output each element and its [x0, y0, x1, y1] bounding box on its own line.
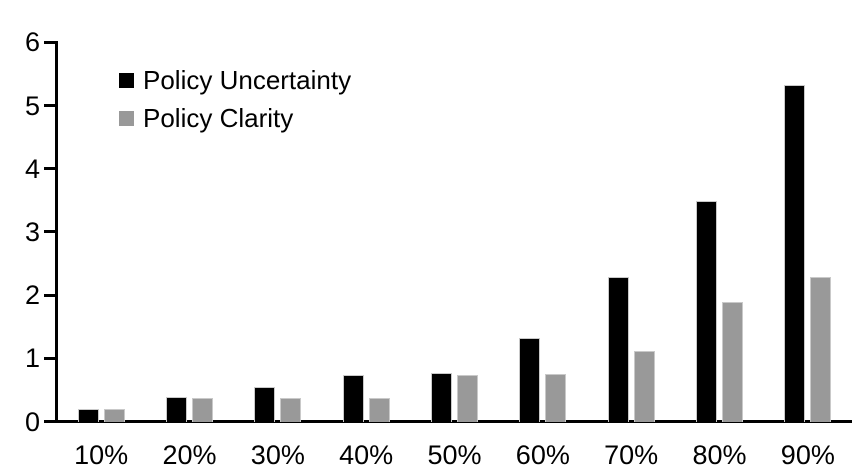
legend-swatch — [119, 111, 134, 126]
x-axis-tick-label: 30% — [250, 440, 305, 470]
y-axis-tick-label: 6 — [24, 27, 40, 58]
bar-policy-clarity-40% — [368, 397, 390, 422]
legend-swatch — [119, 73, 134, 88]
bar-policy-uncertainty-80% — [696, 200, 717, 422]
bar-policy-clarity-80% — [722, 301, 743, 422]
bar-policy-clarity-30% — [280, 397, 302, 422]
bar-policy-clarity-20% — [192, 397, 213, 422]
y-axis-tick-label: 5 — [24, 90, 40, 121]
bar-policy-uncertainty-70% — [607, 276, 629, 422]
bar-policy-uncertainty-10% — [77, 408, 99, 422]
y-axis-tick-label: 2 — [24, 280, 40, 311]
y-axis-tick — [44, 167, 57, 171]
y-axis-tick — [44, 40, 57, 44]
y-axis-tick-label: 1 — [24, 343, 40, 374]
legend-label: Policy Clarity — [143, 103, 294, 133]
y-axis-tick — [44, 230, 57, 234]
x-axis-tick-label: 10% — [74, 440, 129, 470]
bar-policy-uncertainty-40% — [342, 374, 364, 422]
y-axis-tick-label: 3 — [24, 216, 40, 247]
x-axis-tick-label: 50% — [427, 440, 482, 470]
bar-policy-clarity-60% — [545, 373, 567, 422]
bar-policy-uncertainty-90% — [784, 84, 806, 422]
y-axis-tick-label: 4 — [24, 153, 40, 184]
bar-policy-clarity-90% — [810, 276, 832, 422]
bar-policy-clarity-10% — [103, 408, 125, 422]
y-axis-tick — [44, 104, 57, 108]
y-axis-tick-label: 0 — [24, 406, 40, 437]
x-axis-tick-label: 20% — [162, 440, 217, 470]
legend-label: Policy Uncertainty — [143, 65, 352, 95]
x-axis-line — [44, 420, 852, 423]
x-axis-tick-label: 40% — [339, 440, 394, 470]
legend-item-policy-uncertainty: Policy Uncertainty — [119, 65, 351, 96]
bar-policy-uncertainty-50% — [431, 372, 452, 422]
x-axis-tick-label: 90% — [780, 440, 835, 470]
bar-policy-clarity-50% — [457, 374, 478, 422]
x-axis-tick-label: 60% — [515, 440, 570, 470]
bar-policy-uncertainty-60% — [519, 337, 541, 422]
bar-policy-uncertainty-20% — [166, 396, 187, 422]
bar-policy-uncertainty-30% — [254, 386, 276, 422]
bar-policy-clarity-70% — [633, 350, 655, 422]
x-axis-tick-label: 70% — [604, 440, 659, 470]
x-axis-tick-label: 80% — [692, 440, 747, 470]
legend-item-policy-clarity: Policy Clarity — [119, 103, 293, 134]
y-axis-tick — [44, 293, 57, 297]
y-axis-tick — [44, 356, 57, 360]
